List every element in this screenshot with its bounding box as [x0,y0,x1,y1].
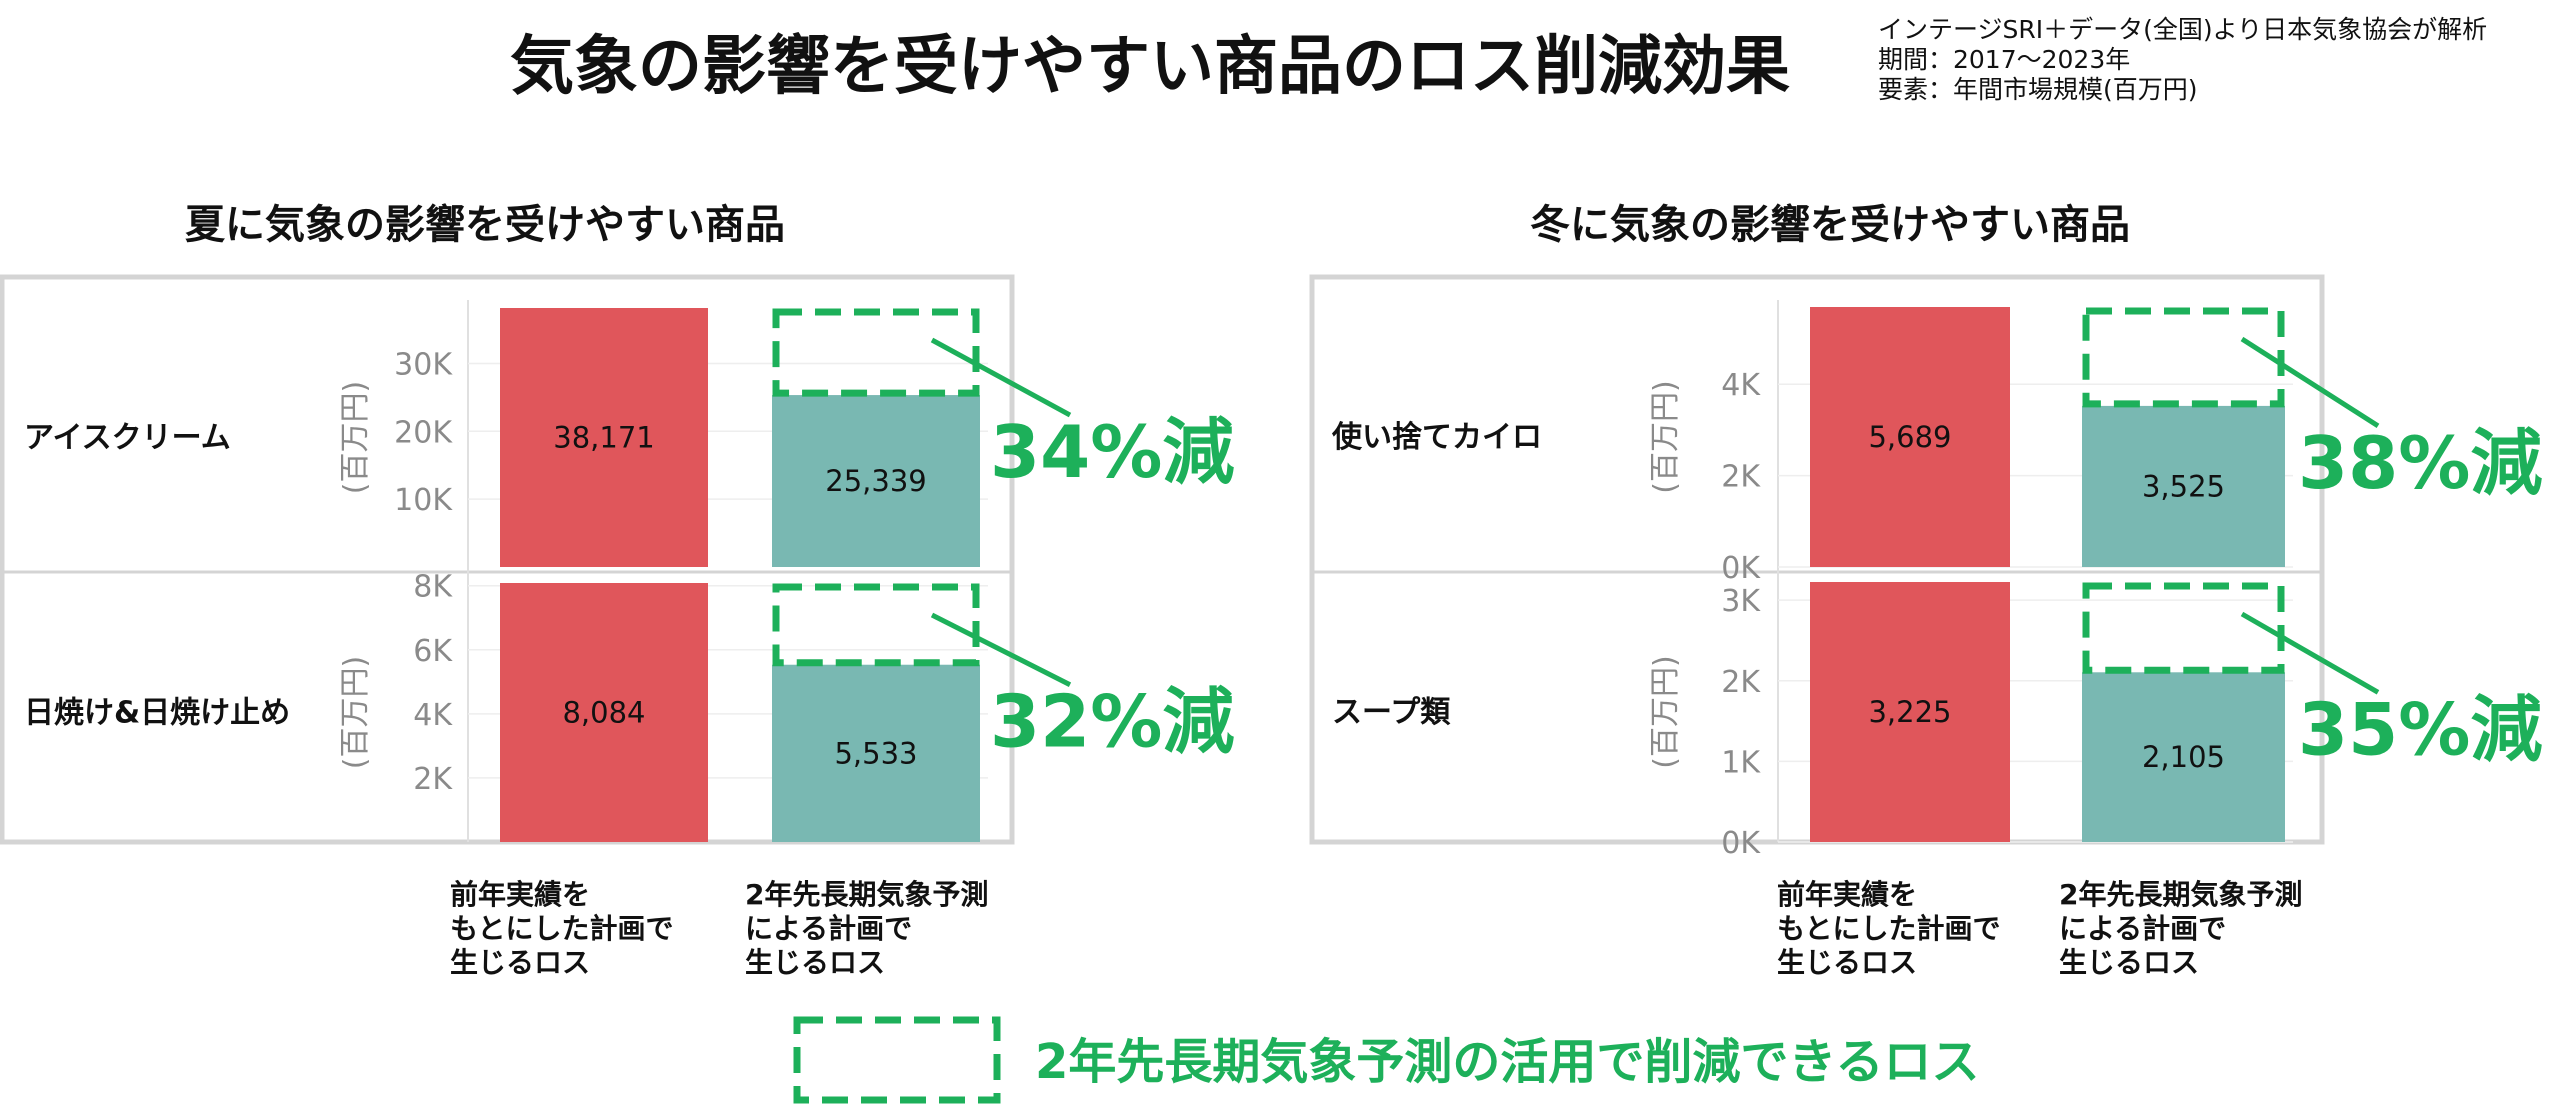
reduction-box [772,308,980,397]
chart-row: 10K 20K 30K (百万円) アイスクリーム 38,171 25,339 34%減 [24,308,1234,567]
bar-value-label: 3,225 [1868,695,1951,729]
category-label: 生じるロス [2059,946,2199,979]
category-label: 生じるロス [745,946,885,979]
category-label: もとにした計画で [450,912,673,945]
tick-label: 1K [1721,745,1761,780]
category-label: 2年先長期気象予測 [2059,878,2302,911]
row-label: スープ類 [1332,695,1451,730]
panel-title: 冬に気象の影響を受けやすい商品 [1530,202,2130,248]
bar-value-label: 3,525 [2142,469,2225,503]
category-label: 生じるロス [1777,946,1917,979]
bar-value-label: 25,339 [825,464,926,498]
legend-label: 2年先長期気象予測の活用で削減できるロス [1035,1034,1979,1090]
tick-label: 10K [394,483,453,518]
bar-value-label: 38,171 [553,421,654,455]
reduction-label: 35%減 [2298,687,2542,771]
row-label: アイスクリーム [24,421,231,456]
category-label: 前年実績を [450,878,590,911]
category-label: 前年実績を [1777,878,1917,911]
bar-forecast-plan [2082,672,2285,842]
bar-prior-plan [500,308,708,567]
tick-label: 6K [413,634,453,669]
tick-label: 3K [1721,584,1761,619]
category-label: もとにした計画で [1777,912,2000,945]
tick-label: 0K [1721,826,1761,861]
legend-dashed-box [793,1016,1001,1104]
y-axis-title: (百万円) [338,656,373,769]
reduction-label: 32%減 [990,680,1234,764]
y-axis-title: (百万円) [1648,655,1683,768]
source-line: 期間：2017～2023年 [1878,45,2130,74]
tick-label: 30K [394,347,453,382]
reduction-label: 38%減 [2298,421,2542,505]
bar-value-label: 8,084 [562,696,645,730]
tick-label: 0K [1721,551,1761,586]
bar-prior-plan [1810,582,2010,842]
reduction-box [2082,307,2285,408]
category-label: による計画で [745,912,912,945]
y-axis-title: (百万円) [1648,380,1683,493]
tick-label: 2K [413,762,453,797]
reduction-label: 34%減 [990,410,1234,494]
tick-label: 4K [1721,368,1761,403]
category-label: 2年先長期気象予測 [745,878,988,911]
bar-value-label: 5,689 [1868,420,1951,454]
reduction-leader-line [930,612,1072,687]
bar-prior-plan [1810,307,2010,567]
source-line: 要素：年間市場規模(百万円) [1878,75,2198,104]
chart-panel: 夏に気象の影響を受けやすい商品 10K 20K 30K (百万円) アイスクリーム 38,1… [0,202,1234,979]
bar-forecast-plan [772,664,980,842]
reduction-box [772,583,980,667]
bar-prior-plan [500,583,708,842]
chart-panels: 夏に気象の影響を受けやすい商品 10K 20K 30K (百万円) アイスクリーム 38,1… [0,202,2542,979]
bar-value-label: 2,105 [2142,740,2225,774]
row-label: 日焼け&日焼け止め [24,696,290,731]
chart-panel: 冬に気象の影響を受けやすい商品 0K 2K 4K (百万円) 使い捨てカイロ 5,689 3,… [1309,202,2542,979]
row-label: 使い捨てカイロ [1331,420,1542,455]
panel-title: 夏に気象の影響を受けやすい商品 [185,202,785,248]
bar-forecast-plan [772,395,980,567]
y-axis-title: (百万円) [338,381,373,494]
category-label: による計画で [2059,912,2226,945]
reduction-box [2082,582,2285,674]
chart-row: 0K 1K 2K 3K (百万円) スープ類 3,225 2,105 35%減 [1332,582,2542,861]
category-label: 生じるロス [450,946,590,979]
tick-label: 20K [394,415,453,450]
bar-forecast-plan [2082,405,2285,567]
chart-row: 0K 2K 4K (百万円) 使い捨てカイロ 5,689 3,525 38%減 [1331,307,2542,586]
tick-label: 2K [1721,460,1761,495]
reduction-leader-line [2240,336,2380,429]
tick-label: 4K [413,698,453,733]
legend: 2年先長期気象予測の活用で削減できるロス [793,1016,1979,1104]
tick-label: 8K [413,570,453,605]
source-line: インテージSRI＋データ(全国)より日本気象協会が解析 [1878,15,2487,44]
reduction-leader-line [930,337,1072,418]
bar-value-label: 5,533 [834,736,917,770]
source-note: インテージSRI＋データ(全国)より日本気象協会が解析 期間：2017～2023… [1878,15,2487,104]
reduction-leader-line [2240,611,2380,695]
main-title: 気象の影響を受けやすい商品のロス削減効果 [510,30,1790,104]
tick-label: 2K [1721,665,1761,700]
chart-row: 2K 4K 6K 8K (百万円) 日焼け&日焼け止め 8,084 5,533 32%減 [24,570,1234,842]
